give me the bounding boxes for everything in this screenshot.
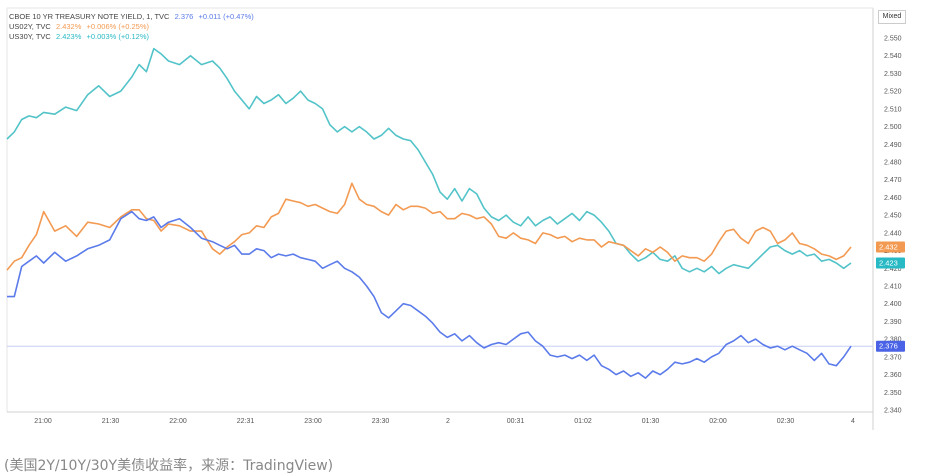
y-tick-label: 2.390 xyxy=(884,319,902,326)
y-tick-label: 2.520 xyxy=(884,89,902,96)
chart-svg: 2.340 2.350 2.360 2.370 2.380 2.390 2.400 2.410… xyxy=(6,7,905,430)
x-tick-label: 23:00 xyxy=(304,418,322,425)
scale-mode-button[interactable]: Mixed xyxy=(878,10,906,24)
y-tick-label: 2.340 xyxy=(884,408,902,415)
x-tick-label: 00:31 xyxy=(507,418,525,425)
y-tick-label: 2.530 xyxy=(884,71,902,78)
legend-change: +0.003% (+0.12%) xyxy=(86,32,150,41)
legend-name: CBOE 10 YR TREASURY NOTE YIELD, 1, TVC xyxy=(9,12,170,21)
x-tick-label: 22:00 xyxy=(169,418,187,425)
legend-name: US02Y, TVC xyxy=(9,22,51,31)
y-tick-label: 2.550 xyxy=(884,36,902,43)
price-label-text: 2.376 xyxy=(879,342,898,351)
series-line xyxy=(6,47,852,275)
x-tick-label: 21:00 xyxy=(34,418,52,425)
price-label-text: 2.432 xyxy=(879,243,898,252)
price-label-box xyxy=(876,241,905,253)
x-tick-label: 01:30 xyxy=(642,418,660,425)
x-tick-label: 2 xyxy=(446,418,450,425)
y-tick-label: 2.380 xyxy=(884,337,902,344)
legend-row-10y: CBOE 10 YR TREASURY NOTE YIELD, 1, TVC 2… xyxy=(9,12,257,21)
y-tick-label: 2.490 xyxy=(884,142,902,149)
chart-frame: 2.340 2.350 2.360 2.370 2.380 2.390 2.400 2.410… xyxy=(6,7,906,430)
x-tick-label: 23:30 xyxy=(372,418,390,425)
y-tick-label: 2.460 xyxy=(884,195,902,202)
legend-row-2y: US02Y, TVC 2.432% +0.006% (+0.25%) xyxy=(9,22,152,31)
y-tick-label: 2.450 xyxy=(884,213,902,220)
x-tick-label: 02:30 xyxy=(777,418,795,425)
y-tick-label: 2.420 xyxy=(884,266,902,273)
y-tick-label: 2.500 xyxy=(884,124,902,131)
y-tick-label: 2.480 xyxy=(884,160,902,167)
x-tick-label: 4 xyxy=(851,418,855,425)
legend-row-30y: US30Y, TVC 2.423% +0.003% (+0.12%) xyxy=(9,32,152,41)
x-tick-label: 22:31 xyxy=(237,418,255,425)
legend-change: +0.006% (+0.25%) xyxy=(86,22,150,31)
legend-value: 2.376 xyxy=(174,12,194,21)
series-line xyxy=(6,182,852,271)
y-tick-label: 2.540 xyxy=(884,53,902,60)
x-tick-label: 02:00 xyxy=(709,418,727,425)
y-tick-label: 2.400 xyxy=(884,301,902,308)
y-tick-label: 2.350 xyxy=(884,390,902,397)
legend-name: US30Y, TVC xyxy=(9,32,51,41)
x-tick-label: 21:30 xyxy=(102,418,120,425)
legend-value: 2.432% xyxy=(55,22,82,31)
y-tick-label: 2.410 xyxy=(884,284,902,291)
x-tick-label: 01:02 xyxy=(574,418,592,425)
y-tick-label: 2.440 xyxy=(884,230,902,237)
price-label-text: 2.423 xyxy=(879,258,898,267)
price-label-box xyxy=(876,340,905,352)
price-label-box xyxy=(876,257,905,269)
legend-change: +0.011 (+0.47%) xyxy=(198,12,254,21)
legend-value: 2.423% xyxy=(55,32,82,41)
figure-caption: (美国2Y/10Y/30Y美债收益率，来源：TradingView) xyxy=(4,458,334,474)
y-tick-label: 2.370 xyxy=(884,354,902,361)
y-tick-label: 2.360 xyxy=(884,372,902,379)
y-tick-label: 2.470 xyxy=(884,177,902,184)
y-tick-label: 2.510 xyxy=(884,106,902,113)
series-line xyxy=(7,210,852,379)
